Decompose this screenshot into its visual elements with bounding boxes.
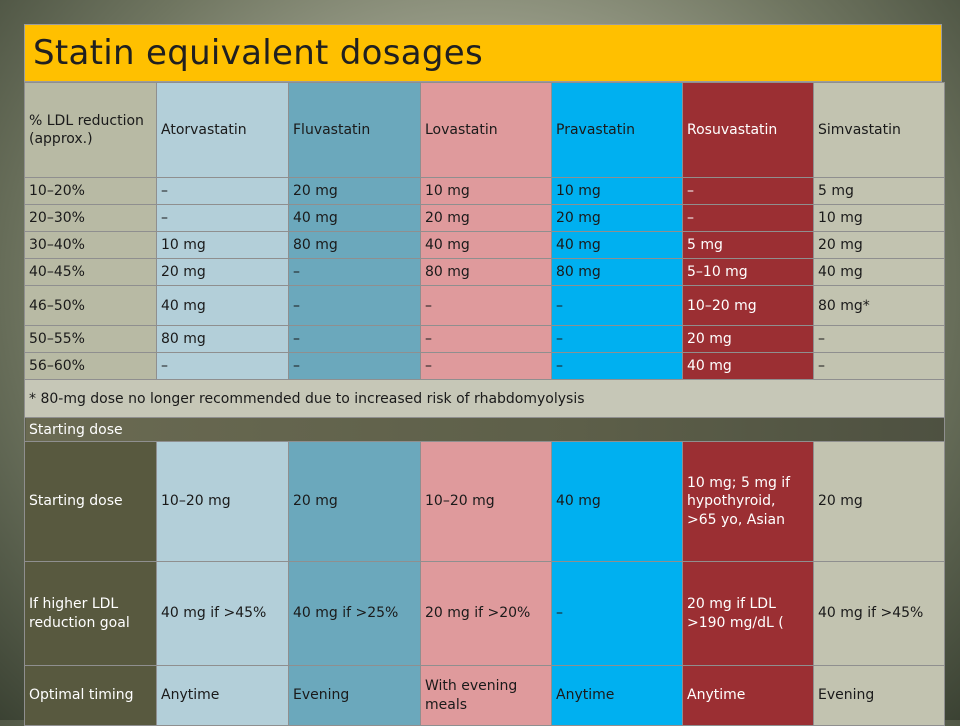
cell-pravastatin: – <box>551 352 683 380</box>
section-header-label: Starting dose <box>24 417 945 442</box>
table-row: Optimal timing Anytime Evening With evening… <box>24 665 945 726</box>
cell-fluvastatin: – <box>288 258 421 286</box>
cell-rosuvastatin: Anytime <box>682 665 814 726</box>
cell-fluvastatin: – <box>288 325 421 353</box>
cell-rosuvastatin: – <box>682 204 814 232</box>
cell-simvastatin: – <box>813 325 945 353</box>
cell-fluvastatin: – <box>288 352 421 380</box>
table-row: 46–50% 40 mg – – –10–20 mg 80 mg* <box>24 285 945 326</box>
cell-lovastatin: 10 mg <box>420 177 552 205</box>
cell-fluvastatin: 40 mg <box>288 204 421 232</box>
section-header-row: Starting dose <box>24 417 945 442</box>
table-row: 40–45% 20 mg –80 mg 80 mg 5–10 mg 40 mg <box>24 258 945 286</box>
slide-title: Statin equivalent dosages <box>33 33 484 73</box>
cell-pravastatin: – <box>551 325 683 353</box>
cell-ldl-reduction: Starting dose <box>24 441 157 562</box>
cell-ldl-reduction: 40–45% <box>24 258 157 286</box>
cell-rosuvastatin: 5 mg <box>682 231 814 259</box>
table-row: If higher LDL reduction goal 40 mg if >45… <box>24 561 945 666</box>
cell-atorvastatin: – <box>156 177 289 205</box>
cell-fluvastatin: – <box>288 285 421 326</box>
cell-rosuvastatin: 20 mg if LDL >190 mg/dL ( <box>682 561 814 666</box>
header-cell-ldl-reduction: % LDL reduction (approx.) <box>24 82 157 178</box>
footnote-row: * 80-mg dose no longer recommended due t… <box>24 379 945 418</box>
cell-rosuvastatin: 5–10 mg <box>682 258 814 286</box>
cell-ldl-reduction: 46–50% <box>24 285 157 326</box>
title-bar: Statin equivalent dosages <box>24 24 942 82</box>
table-row: 10–20% –20 mg 10 mg 10 mg –5 mg <box>24 177 945 205</box>
cell-atorvastatin: Anytime <box>156 665 289 726</box>
cell-simvastatin: 10 mg <box>813 204 945 232</box>
header-cell-rosuvastatin: Rosuvastatin <box>682 82 814 178</box>
footnote-text: * 80-mg dose no longer recommended due t… <box>24 379 945 418</box>
cell-pravastatin: 40 mg <box>551 441 683 562</box>
cell-atorvastatin: – <box>156 204 289 232</box>
cell-fluvastatin: 20 mg <box>288 441 421 562</box>
table-row: 30–40% 10 mg 80 mg 40 mg 40 mg 5 mg 20 mg <box>24 231 945 259</box>
cell-atorvastatin: 80 mg <box>156 325 289 353</box>
cell-rosuvastatin: 10 mg; 5 mg if hypothyroid, >65 yo, Asia… <box>682 441 814 562</box>
cell-pravastatin: 40 mg <box>551 231 683 259</box>
cell-lovastatin: 20 mg <box>420 204 552 232</box>
cell-ldl-reduction: 20–30% <box>24 204 157 232</box>
table-header-row: % LDL reduction (approx.) Atorvastatin F… <box>24 82 945 178</box>
cell-lovastatin: – <box>420 285 552 326</box>
cell-simvastatin: 40 mg if >45% <box>813 561 945 666</box>
statin-dosage-table: % LDL reduction (approx.) Atorvastatin F… <box>24 82 945 726</box>
cell-atorvastatin: 20 mg <box>156 258 289 286</box>
cell-simvastatin: 20 mg <box>813 231 945 259</box>
cell-pravastatin: 10 mg <box>551 177 683 205</box>
table-row: Starting dose 10–20 mg 20 mg 10–20 mg 40 mg 1… <box>24 441 945 562</box>
cell-lovastatin: 10–20 mg <box>420 441 552 562</box>
cell-fluvastatin: Evening <box>288 665 421 726</box>
cell-ldl-reduction: 56–60% <box>24 352 157 380</box>
cell-rosuvastatin: 20 mg <box>682 325 814 353</box>
header-cell-simvastatin: Simvastatin <box>813 82 945 178</box>
cell-pravastatin: – <box>551 285 683 326</box>
cell-lovastatin: 20 mg if >20% <box>420 561 552 666</box>
slide: Statin equivalent dosages % LDL reductio… <box>24 24 945 726</box>
table-row: 20–30% –40 mg 20 mg 20 mg –10 mg <box>24 204 945 232</box>
cell-pravastatin: 20 mg <box>551 204 683 232</box>
cell-ldl-reduction: If higher LDL reduction goal <box>24 561 157 666</box>
cell-rosuvastatin: 10–20 mg <box>682 285 814 326</box>
header-cell-pravastatin: Pravastatin <box>551 82 683 178</box>
cell-simvastatin: 40 mg <box>813 258 945 286</box>
table-row: 56–60% – – – –40 mg – <box>24 352 945 380</box>
cell-atorvastatin: – <box>156 352 289 380</box>
cell-simvastatin: 80 mg* <box>813 285 945 326</box>
cell-simvastatin: 5 mg <box>813 177 945 205</box>
cell-atorvastatin: 40 mg <box>156 285 289 326</box>
cell-ldl-reduction: Optimal timing <box>24 665 157 726</box>
cell-fluvastatin: 20 mg <box>288 177 421 205</box>
cell-lovastatin: 80 mg <box>420 258 552 286</box>
cell-fluvastatin: 80 mg <box>288 231 421 259</box>
cell-pravastatin: 80 mg <box>551 258 683 286</box>
cell-simvastatin: – <box>813 352 945 380</box>
cell-lovastatin: – <box>420 325 552 353</box>
cell-lovastatin: – <box>420 352 552 380</box>
cell-pravastatin: Anytime <box>551 665 683 726</box>
cell-ldl-reduction: 50–55% <box>24 325 157 353</box>
cell-pravastatin: – <box>551 561 683 666</box>
cell-ldl-reduction: 30–40% <box>24 231 157 259</box>
table-row: 50–55% 80 mg – – –20 mg – <box>24 325 945 353</box>
cell-simvastatin: 20 mg <box>813 441 945 562</box>
header-cell-atorvastatin: Atorvastatin <box>156 82 289 178</box>
cell-simvastatin: Evening <box>813 665 945 726</box>
cell-fluvastatin: 40 mg if >25% <box>288 561 421 666</box>
cell-rosuvastatin: 40 mg <box>682 352 814 380</box>
header-cell-fluvastatin: Fluvastatin <box>288 82 421 178</box>
cell-atorvastatin: 10–20 mg <box>156 441 289 562</box>
cell-atorvastatin: 40 mg if >45% <box>156 561 289 666</box>
cell-rosuvastatin: – <box>682 177 814 205</box>
cell-lovastatin: With evening meals <box>420 665 552 726</box>
cell-lovastatin: 40 mg <box>420 231 552 259</box>
cell-atorvastatin: 10 mg <box>156 231 289 259</box>
header-cell-lovastatin: Lovastatin <box>420 82 552 178</box>
cell-ldl-reduction: 10–20% <box>24 177 157 205</box>
